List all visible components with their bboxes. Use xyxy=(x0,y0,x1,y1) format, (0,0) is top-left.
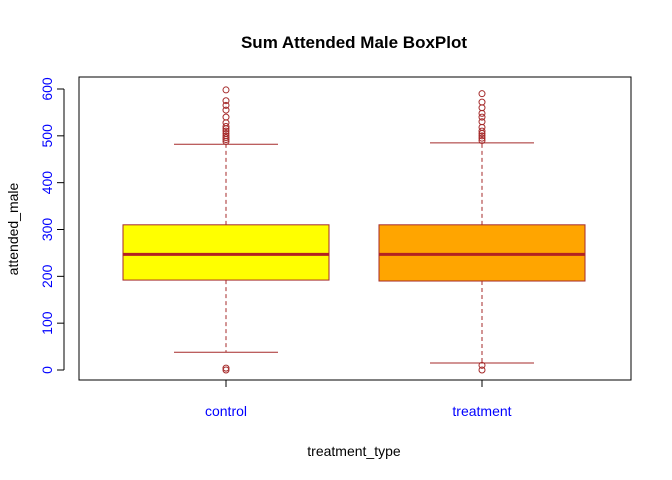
outlier-point xyxy=(478,137,486,145)
outlier-point xyxy=(222,122,230,130)
box-group-treatment xyxy=(378,90,586,374)
box-control xyxy=(122,224,330,281)
outlier-point xyxy=(222,127,230,135)
outlier-point xyxy=(478,123,486,131)
outlier-point xyxy=(222,366,230,374)
box-group-control xyxy=(122,86,330,374)
boxes xyxy=(122,86,586,374)
x-axis: control treatment xyxy=(205,380,512,419)
outlier-point xyxy=(222,132,230,140)
x-axis-title: treatment_type xyxy=(307,443,401,459)
outlier-point xyxy=(222,97,230,105)
y-tick-label: 400 xyxy=(39,171,55,195)
outlier-point xyxy=(478,361,486,369)
outlier-point xyxy=(222,119,230,127)
y-tick-label: 300 xyxy=(39,218,55,242)
outlier-point xyxy=(478,90,486,98)
y-tick-label: 600 xyxy=(39,77,55,101)
outlier-point xyxy=(222,113,230,121)
outlier-point xyxy=(222,106,230,114)
outlier-point xyxy=(222,134,230,142)
outlier-point xyxy=(478,104,486,112)
y-tick-label: 0 xyxy=(39,366,55,374)
outlier-point xyxy=(478,127,486,135)
plot-frame xyxy=(78,76,632,381)
outlier-point xyxy=(478,134,486,142)
outlier-point xyxy=(222,101,230,109)
outlier-point xyxy=(478,118,486,126)
outlier-point xyxy=(478,98,486,106)
outlier-point xyxy=(478,366,486,374)
x-tick-label: control xyxy=(205,403,247,419)
outlier-point xyxy=(478,132,486,140)
chart-title: Sum Attended Male BoxPlot xyxy=(241,33,467,52)
y-axis: 0 100 200 300 400 500 600 xyxy=(39,77,65,374)
x-tick-label: treatment xyxy=(452,403,511,419)
outlier-point xyxy=(222,129,230,137)
outlier-point xyxy=(222,364,230,372)
outlier-point xyxy=(222,86,230,94)
outlier-point xyxy=(478,109,486,117)
y-tick-label: 100 xyxy=(39,311,55,335)
y-tick-label: 500 xyxy=(39,124,55,148)
outlier-point xyxy=(478,113,486,121)
y-tick-label: 200 xyxy=(39,264,55,288)
y-axis-title: attended_male xyxy=(5,182,21,275)
